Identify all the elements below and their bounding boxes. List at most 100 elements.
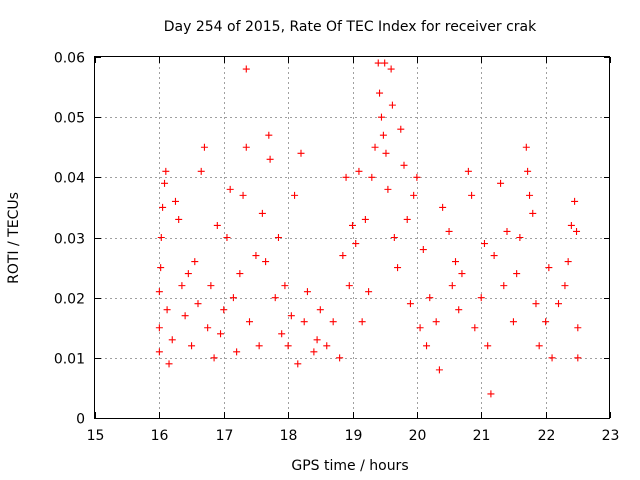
data-point bbox=[297, 149, 305, 157]
data-point bbox=[155, 324, 163, 332]
data-point bbox=[388, 101, 396, 109]
data-point bbox=[300, 318, 308, 326]
x-tick-label: 19 bbox=[345, 428, 363, 444]
data-point bbox=[217, 330, 225, 338]
data-point bbox=[262, 258, 270, 266]
data-point bbox=[377, 113, 385, 121]
x-tick-labels: 15 16 17 18 19 20 21 22 23 bbox=[87, 428, 620, 444]
data-point bbox=[265, 131, 273, 139]
x-tick-label: 20 bbox=[409, 428, 427, 444]
data-point bbox=[573, 227, 581, 235]
x-axis-label: GPS time / hours bbox=[291, 458, 408, 474]
grid-layer bbox=[95, 57, 610, 418]
data-point bbox=[567, 221, 575, 229]
data-point bbox=[371, 143, 379, 151]
data-point bbox=[487, 390, 495, 398]
data-point bbox=[310, 348, 318, 356]
y-tick-label: 0 bbox=[76, 412, 85, 428]
data-point bbox=[500, 282, 508, 290]
data-point bbox=[329, 318, 337, 326]
data-point bbox=[522, 143, 530, 151]
data-point bbox=[165, 360, 173, 368]
data-point bbox=[452, 258, 459, 266]
data-point bbox=[381, 59, 389, 67]
data-point bbox=[163, 306, 171, 314]
data-point bbox=[242, 65, 250, 73]
y-tick-label: 0.06 bbox=[54, 51, 85, 67]
data-point bbox=[384, 185, 392, 193]
data-point bbox=[157, 264, 165, 272]
data-point bbox=[365, 288, 373, 296]
data-point bbox=[400, 161, 408, 169]
data-point bbox=[281, 282, 289, 290]
data-point bbox=[390, 234, 398, 241]
data-point bbox=[194, 300, 202, 308]
data-point bbox=[448, 282, 456, 290]
data-point bbox=[207, 282, 215, 290]
data-point bbox=[526, 191, 534, 199]
data-point bbox=[246, 318, 253, 326]
y-axis-label: ROTI / TECUs bbox=[6, 192, 22, 284]
data-point bbox=[323, 342, 331, 350]
y-tick-label: 0.04 bbox=[54, 171, 85, 187]
data-point bbox=[242, 143, 250, 151]
data-point bbox=[339, 252, 347, 260]
data-point bbox=[313, 336, 321, 344]
data-point bbox=[419, 246, 427, 254]
data-point bbox=[379, 131, 387, 139]
data-point bbox=[503, 227, 511, 235]
data-point bbox=[529, 209, 537, 217]
data-point bbox=[542, 318, 550, 326]
data-point bbox=[382, 149, 390, 157]
data-point bbox=[184, 270, 192, 278]
data-point bbox=[226, 185, 234, 193]
x-tick-label: 17 bbox=[216, 428, 234, 444]
data-point bbox=[555, 300, 562, 308]
y-tick-labels: 0 0.01 0.02 0.03 0.04 0.05 0.06 bbox=[54, 51, 85, 428]
data-point bbox=[336, 354, 344, 362]
data-point bbox=[236, 270, 244, 278]
data-point bbox=[316, 306, 324, 314]
x-tick-label: 22 bbox=[538, 428, 556, 444]
data-point bbox=[387, 65, 395, 73]
y-tick-label: 0.02 bbox=[54, 292, 85, 308]
tick-layer bbox=[95, 57, 611, 419]
data-point bbox=[545, 264, 553, 272]
data-point bbox=[204, 324, 212, 332]
data-point bbox=[271, 294, 279, 302]
data-point bbox=[197, 167, 205, 175]
data-point bbox=[188, 342, 196, 350]
data-point bbox=[178, 282, 186, 290]
data-point bbox=[155, 288, 163, 296]
data-point bbox=[423, 342, 431, 350]
y-tick-label: 0.01 bbox=[54, 352, 85, 368]
data-point bbox=[397, 125, 405, 133]
x-tick-label: 18 bbox=[280, 428, 298, 444]
data-point bbox=[394, 264, 402, 272]
data-point bbox=[358, 318, 366, 326]
data-point bbox=[464, 167, 472, 175]
data-point bbox=[159, 203, 167, 211]
data-point bbox=[355, 167, 363, 175]
data-point bbox=[258, 209, 266, 217]
data-point bbox=[210, 354, 218, 362]
data-point bbox=[535, 342, 543, 350]
data-point bbox=[223, 234, 231, 241]
data-point bbox=[468, 191, 476, 199]
data-point bbox=[490, 252, 498, 260]
data-point bbox=[374, 59, 382, 67]
data-point bbox=[284, 342, 292, 350]
data-point bbox=[252, 252, 260, 260]
data-point bbox=[171, 197, 179, 205]
data-point bbox=[233, 348, 241, 356]
data-point bbox=[413, 173, 421, 181]
data-point bbox=[294, 360, 302, 368]
data-point bbox=[432, 318, 440, 326]
data-point bbox=[458, 270, 466, 278]
data-point bbox=[455, 306, 463, 314]
data-point bbox=[213, 221, 221, 229]
data-point bbox=[564, 258, 572, 266]
data-point bbox=[291, 191, 299, 199]
data-point bbox=[516, 234, 524, 241]
data-point bbox=[157, 234, 165, 241]
